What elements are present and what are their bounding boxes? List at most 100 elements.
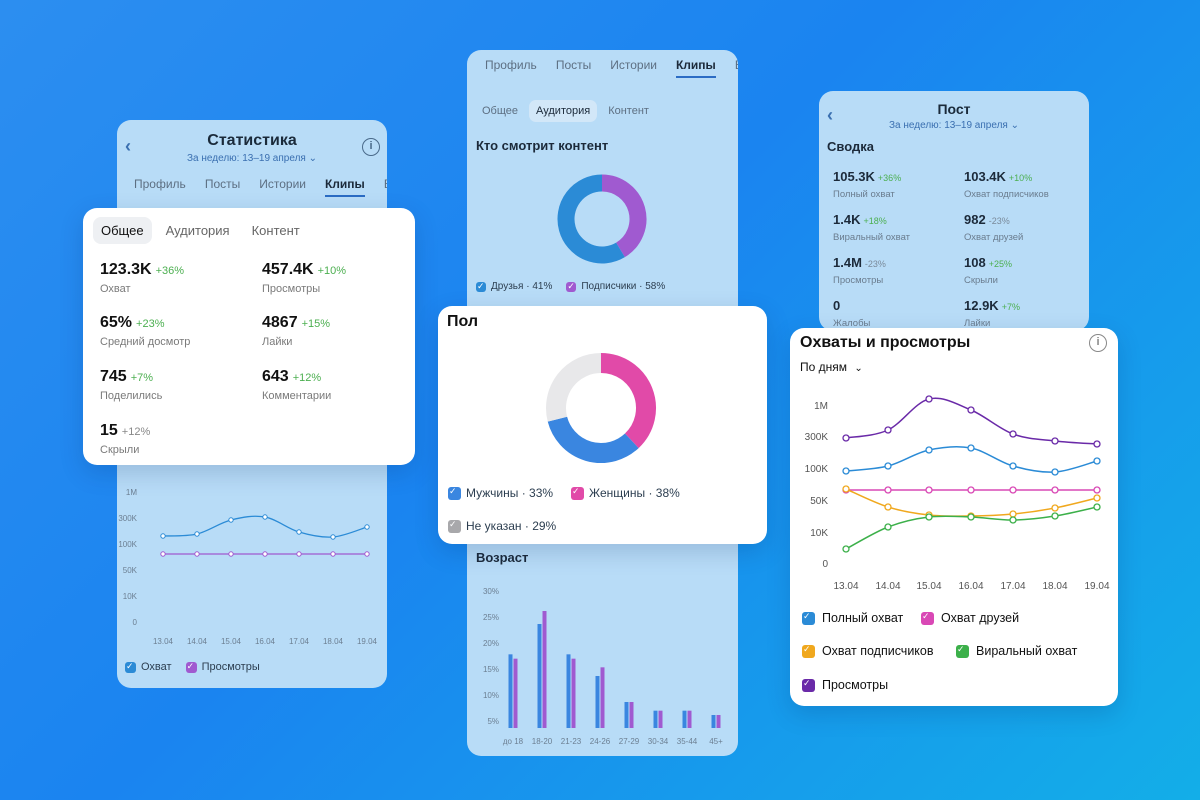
tab-profile[interactable]: Профиль bbox=[134, 177, 186, 191]
metric-delta: +12% bbox=[292, 372, 322, 384]
data-point bbox=[842, 467, 850, 475]
legend-swatch-unknown bbox=[448, 519, 461, 533]
legend-item[interactable]: Охват друзей bbox=[921, 611, 1019, 625]
y-tick-label: 1M bbox=[126, 488, 137, 497]
metric-label: Скрыли bbox=[964, 275, 998, 286]
age-bar bbox=[571, 658, 576, 728]
checkbox-icon[interactable] bbox=[802, 678, 815, 692]
checkbox-icon[interactable] bbox=[802, 611, 815, 625]
metric-value: 108 bbox=[964, 255, 986, 270]
legend-item[interactable]: Охват подписчиков bbox=[802, 644, 934, 658]
metric-friends-reach: 982 -23% Охват друзей bbox=[964, 211, 1023, 243]
data-point bbox=[1051, 437, 1059, 445]
age-bar bbox=[716, 715, 721, 728]
section-title: Кто смотрит контент bbox=[476, 138, 609, 153]
checkbox-icon[interactable] bbox=[956, 644, 969, 658]
tab-stories[interactable]: Истории bbox=[610, 58, 657, 72]
x-tick-label: 35-44 bbox=[677, 737, 698, 746]
legend-label: Полный охват bbox=[822, 611, 904, 625]
tab-posts[interactable]: Посты bbox=[555, 58, 592, 72]
period-dropdown[interactable]: По дням ⌄ bbox=[800, 360, 863, 374]
tab-clips[interactable]: Клипы bbox=[324, 177, 365, 197]
checkbox-icon[interactable] bbox=[185, 661, 197, 673]
age-bar bbox=[653, 710, 658, 728]
data-point bbox=[925, 513, 933, 521]
legend-item[interactable]: Виральный охват bbox=[956, 644, 1077, 658]
data-point bbox=[842, 545, 850, 553]
data-point bbox=[925, 486, 933, 494]
segment-control: Общее Аудитория Контент bbox=[475, 100, 660, 122]
metric-label: Просмотры bbox=[262, 283, 321, 295]
data-point bbox=[228, 551, 234, 557]
segment-general[interactable]: Общее bbox=[93, 217, 152, 244]
x-tick-label: 16.04 bbox=[255, 637, 276, 646]
viewers-donut-chart bbox=[557, 174, 647, 264]
back-icon[interactable]: ‹ bbox=[827, 105, 833, 125]
segment-audience[interactable]: Аудитория bbox=[529, 100, 598, 122]
y-tick-label: 50K bbox=[123, 566, 138, 575]
metric-comments: 643 +12% Комментарии bbox=[262, 368, 331, 402]
legend-subscribers: Подписчики · 58% bbox=[581, 281, 666, 292]
age-bar bbox=[513, 658, 518, 728]
x-tick-label: 18-20 bbox=[532, 737, 553, 746]
y-tick-label: 5% bbox=[487, 717, 499, 726]
period-selector[interactable]: За неделю: 13–19 апреля ⌄ bbox=[889, 120, 1019, 131]
legend-item[interactable]: Просмотры bbox=[802, 678, 888, 692]
age-bar bbox=[624, 702, 629, 728]
checkbox-icon[interactable] bbox=[802, 644, 815, 658]
post-header: Пост За неделю: 13–19 апреля ⌄ bbox=[819, 101, 1089, 131]
tab-profile[interactable]: Профиль bbox=[485, 58, 537, 72]
y-tick-label: 10K bbox=[123, 592, 138, 601]
tab-all[interactable]: Вс bbox=[384, 177, 387, 197]
data-point bbox=[1051, 468, 1059, 476]
metric-value: 105.3K bbox=[833, 169, 875, 184]
legend-reach: Охват bbox=[141, 661, 172, 673]
donut-slice bbox=[547, 416, 639, 463]
data-point bbox=[1009, 510, 1017, 518]
metric-label: Виральный охват bbox=[833, 232, 911, 243]
age-bar bbox=[566, 654, 571, 728]
x-tick-label: 45+ bbox=[709, 737, 723, 746]
data-point bbox=[884, 462, 892, 470]
period-selector[interactable]: За неделю: 13–19 апреля ⌄ bbox=[187, 153, 317, 164]
segment-audience[interactable]: Аудитория bbox=[165, 223, 230, 238]
checkbox-icon[interactable] bbox=[125, 661, 136, 673]
age-bar bbox=[629, 702, 634, 728]
x-tick-label: 17.04 bbox=[1000, 581, 1025, 592]
data-point bbox=[364, 551, 370, 557]
metric-delta: +23% bbox=[136, 318, 165, 330]
age-bar bbox=[537, 624, 542, 728]
tab-stories[interactable]: Истории bbox=[259, 177, 306, 191]
tab-posts[interactable]: Посты bbox=[204, 177, 241, 191]
info-icon[interactable]: i bbox=[1089, 334, 1107, 352]
data-point bbox=[967, 486, 975, 494]
donut-slice bbox=[600, 353, 656, 449]
tab-bar: Профиль Посты Истории Клипы Вс bbox=[134, 177, 387, 197]
chevron-down-icon: ⌄ bbox=[854, 363, 863, 374]
tab-clips[interactable]: Клипы bbox=[675, 58, 716, 78]
x-tick-label: 18.04 bbox=[323, 637, 344, 646]
segment-content[interactable]: Контент bbox=[251, 223, 300, 238]
metric-delta: +12% bbox=[121, 426, 151, 438]
metric-views: 457.4K +10% Просмотры bbox=[262, 261, 346, 295]
checkbox-icon[interactable] bbox=[921, 611, 934, 625]
legend-swatch-friends bbox=[476, 281, 486, 292]
gender-legend: Мужчины · 33% Женщины · 38% bbox=[448, 486, 680, 500]
back-icon[interactable]: ‹ bbox=[125, 136, 131, 156]
info-icon[interactable]: i bbox=[362, 138, 380, 156]
legend-item[interactable]: Полный охват bbox=[802, 611, 903, 625]
stats-summary-card: Общее Аудитория Контент 123.3K +36% Охват… bbox=[83, 208, 415, 465]
tab-all[interactable]: Вс bbox=[735, 58, 738, 78]
data-point bbox=[194, 551, 200, 557]
legend-swatch-male bbox=[448, 486, 461, 500]
segment-general[interactable]: Общее bbox=[482, 105, 519, 117]
x-tick-label: 27-29 bbox=[619, 737, 640, 746]
x-tick-label: 19.04 bbox=[1084, 581, 1109, 592]
segment-content[interactable]: Контент bbox=[608, 105, 649, 117]
metric-delta: -23% bbox=[864, 259, 886, 269]
metric-label: Лайки bbox=[262, 336, 293, 348]
legend-views: Просмотры bbox=[201, 661, 260, 673]
data-point bbox=[925, 395, 933, 403]
legend-label: Виральный охват bbox=[976, 644, 1078, 658]
metric-label: Охват bbox=[100, 283, 131, 295]
